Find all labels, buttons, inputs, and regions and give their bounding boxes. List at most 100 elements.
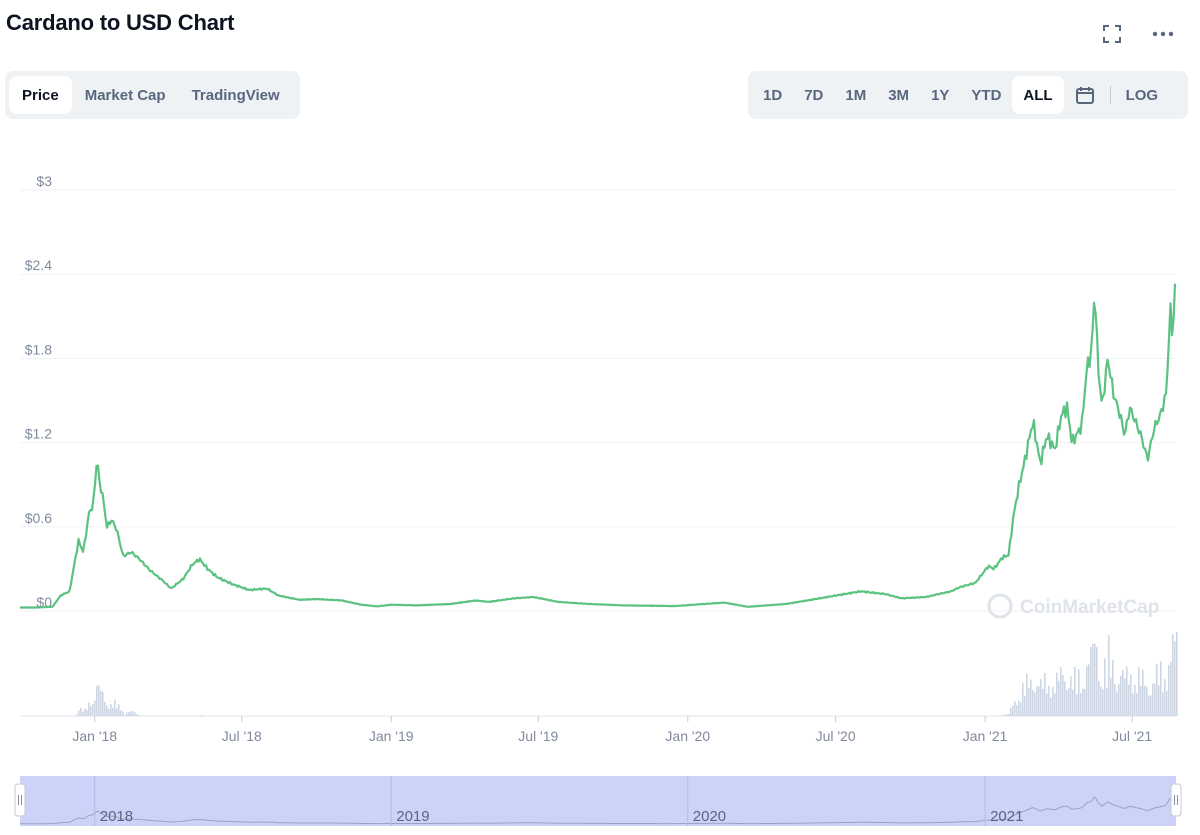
volume-bar <box>1092 643 1094 716</box>
volume-bar <box>84 708 86 716</box>
volume-bar <box>1094 643 1096 716</box>
volume-bar <box>1076 694 1078 716</box>
navigator-year-label: 2020 <box>693 808 726 825</box>
volume-bar <box>120 710 122 716</box>
volume-bar <box>1052 686 1054 716</box>
volume-bar <box>1026 673 1028 716</box>
range-1m[interactable]: 1M <box>845 86 867 104</box>
calendar-icon[interactable] <box>1064 76 1106 114</box>
volume-bar <box>1152 683 1154 716</box>
coinmarketcap-logo-icon <box>987 593 1013 619</box>
volume-bar <box>1034 692 1036 716</box>
x-tick-label: Jul '18 <box>222 728 262 744</box>
page-title: Cardano to USD Chart <box>6 10 235 35</box>
volume-bar <box>102 691 104 716</box>
watermark-text: CoinMarketCap <box>1020 597 1159 618</box>
volume-bar <box>1002 715 1004 716</box>
handle-grip[interactable] <box>14 783 26 817</box>
chart-grid <box>20 189 1176 612</box>
volume-bar <box>1098 680 1100 716</box>
navigator-year-label: 2019 <box>396 808 429 825</box>
volume-bar <box>1072 689 1074 716</box>
volume-bar <box>1082 688 1084 716</box>
volume-bar <box>106 705 108 716</box>
volume-bar <box>1018 700 1020 716</box>
range-7d[interactable]: 7D <box>804 86 824 104</box>
volume-bar <box>1168 664 1170 716</box>
volume-bar <box>1170 661 1172 716</box>
volume-bar <box>1110 677 1112 716</box>
volume-bar <box>1010 707 1012 716</box>
volume-bar <box>1118 684 1120 716</box>
volume-bar <box>1066 690 1068 716</box>
range-navigator[interactable]: 2018 2019 2020 2021 <box>14 776 1182 826</box>
volume-bar <box>132 710 134 716</box>
fullscreen-icon[interactable] <box>1098 20 1126 48</box>
volume-bar <box>1112 659 1114 716</box>
range-divider <box>1109 86 1111 104</box>
volume-bar <box>1044 673 1046 716</box>
volume-bar <box>1136 692 1138 716</box>
volume-bar <box>1090 646 1092 716</box>
volume-bar <box>1038 686 1040 716</box>
price-series <box>19 283 1177 609</box>
volume-bar <box>108 708 110 716</box>
volume-bar <box>1108 635 1110 716</box>
volume-bar <box>1096 647 1098 716</box>
volume-bar <box>124 715 126 716</box>
volume-bar <box>1138 667 1140 716</box>
navigator-selection[interactable] <box>20 776 1176 826</box>
tab-tradingview[interactable]: TradingView <box>191 86 280 104</box>
volume-bar <box>100 690 102 716</box>
volume-bar <box>1004 714 1006 716</box>
navigator-handle-right[interactable] <box>1170 783 1182 817</box>
volume-bar <box>80 707 82 716</box>
volume-bar <box>1102 688 1104 716</box>
volume-bar <box>90 706 92 716</box>
volume-bar <box>1030 679 1032 716</box>
volume-bar <box>92 704 94 716</box>
volume-bar <box>1146 686 1148 716</box>
navigator-handle-left[interactable] <box>14 783 26 817</box>
volume-bar <box>1054 692 1056 716</box>
more-icon[interactable] <box>1149 20 1177 48</box>
tab-price[interactable]: Price <box>9 76 72 114</box>
volume-bar <box>1036 686 1038 716</box>
range-ytd[interactable]: YTD <box>971 86 1002 104</box>
volume-bar <box>1126 666 1128 716</box>
volume-bar <box>1020 702 1022 716</box>
volume-bar <box>200 715 202 716</box>
volume-bar <box>1172 634 1174 716</box>
range-3m[interactable]: 3M <box>888 86 910 104</box>
volume-bar <box>1048 685 1050 716</box>
volume-bar <box>1084 689 1086 716</box>
x-tick-label: Jul '21 <box>1112 728 1152 744</box>
range-all[interactable]: ALL <box>1012 76 1064 114</box>
volume-bar <box>128 711 130 716</box>
volume-bar <box>1074 666 1076 716</box>
y-tick-label: $2.4 <box>25 257 52 273</box>
range-1d[interactable]: 1D <box>763 86 783 104</box>
volume-bar <box>1068 688 1070 716</box>
range-1y[interactable]: 1Y <box>931 86 950 104</box>
volume-bar <box>1124 678 1126 716</box>
volume-bar <box>1116 691 1118 716</box>
volume-bar <box>1086 666 1088 716</box>
price-line[interactable] <box>19 283 1177 609</box>
y-tick-label: $3 <box>36 173 52 189</box>
volume-bar <box>1130 674 1132 716</box>
handle-grip[interactable] <box>1170 783 1182 817</box>
navigator-year-label: 2018 <box>100 808 133 825</box>
range-tabs: 1D 7D 1M 3M 1Y YTD ALL LOG <box>748 71 1188 119</box>
volume-bar <box>1164 679 1166 716</box>
x-tick-label: Jan '19 <box>369 728 414 744</box>
volume-bar <box>122 711 124 716</box>
log-toggle[interactable]: LOG <box>1125 86 1159 104</box>
volume-bar <box>94 700 96 716</box>
volume-bar <box>1008 713 1010 716</box>
volume-bar <box>1088 664 1090 716</box>
view-tabs: Price Market Cap TradingView <box>5 71 300 119</box>
tab-market-cap[interactable]: Market Cap <box>84 86 166 104</box>
volume-bar <box>126 712 128 716</box>
more-icon-glyph <box>1152 31 1174 37</box>
